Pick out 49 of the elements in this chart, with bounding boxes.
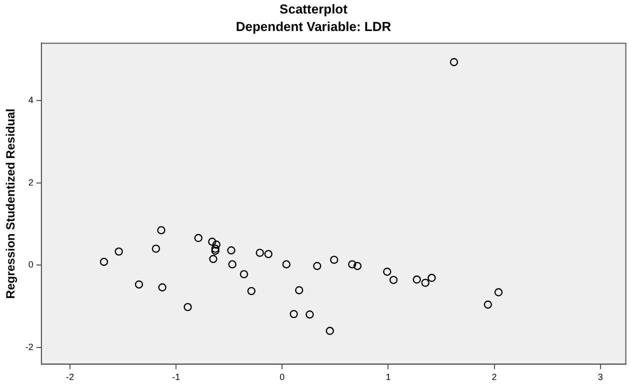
point: [194, 234, 202, 242]
point: [256, 248, 264, 257]
point: [227, 246, 236, 254]
point: [421, 278, 430, 287]
point: [152, 244, 160, 253]
x-tick-label: -1: [172, 372, 180, 382]
point: [389, 276, 398, 284]
point: [494, 288, 503, 296]
point: [383, 268, 392, 276]
point: [353, 262, 362, 270]
point: [290, 310, 298, 318]
point: [326, 326, 334, 336]
point: [330, 256, 338, 264]
point: [282, 260, 291, 268]
point: [157, 226, 166, 234]
y-tick-label: 0: [28, 260, 34, 270]
point: [114, 247, 123, 256]
y-axis-title: Regression Studentized Residual: [4, 108, 18, 299]
y-tick-label: -2: [25, 342, 34, 352]
point: [211, 246, 220, 255]
x-tick-label: 0: [280, 372, 285, 382]
point: [295, 286, 304, 294]
point: [211, 244, 220, 253]
chart-title: Scatterplot: [280, 1, 348, 16]
point: [313, 262, 322, 270]
point: [209, 254, 218, 264]
point: [228, 260, 236, 268]
y-tick-label: 2: [28, 177, 34, 188]
point: [428, 274, 436, 282]
point: [208, 238, 216, 246]
point: [134, 280, 144, 289]
point: [240, 270, 248, 278]
point: [348, 260, 356, 268]
point: [212, 240, 221, 249]
x-tick-label: 1: [386, 372, 391, 382]
x-tick-label: 2: [492, 372, 497, 382]
point: [484, 300, 492, 309]
y-tick-label: 4: [28, 95, 34, 106]
point: [100, 258, 108, 266]
point: [184, 302, 192, 312]
chart-subtitle: Dependent Variable: LDR: [236, 18, 392, 34]
point: [412, 275, 421, 284]
x-tick-label: 3: [598, 372, 603, 382]
x-tick-label: -2: [66, 372, 74, 382]
point: [450, 58, 458, 66]
point: [247, 286, 256, 296]
point: [306, 310, 314, 319]
point: [158, 283, 166, 292]
point: [264, 250, 272, 258]
